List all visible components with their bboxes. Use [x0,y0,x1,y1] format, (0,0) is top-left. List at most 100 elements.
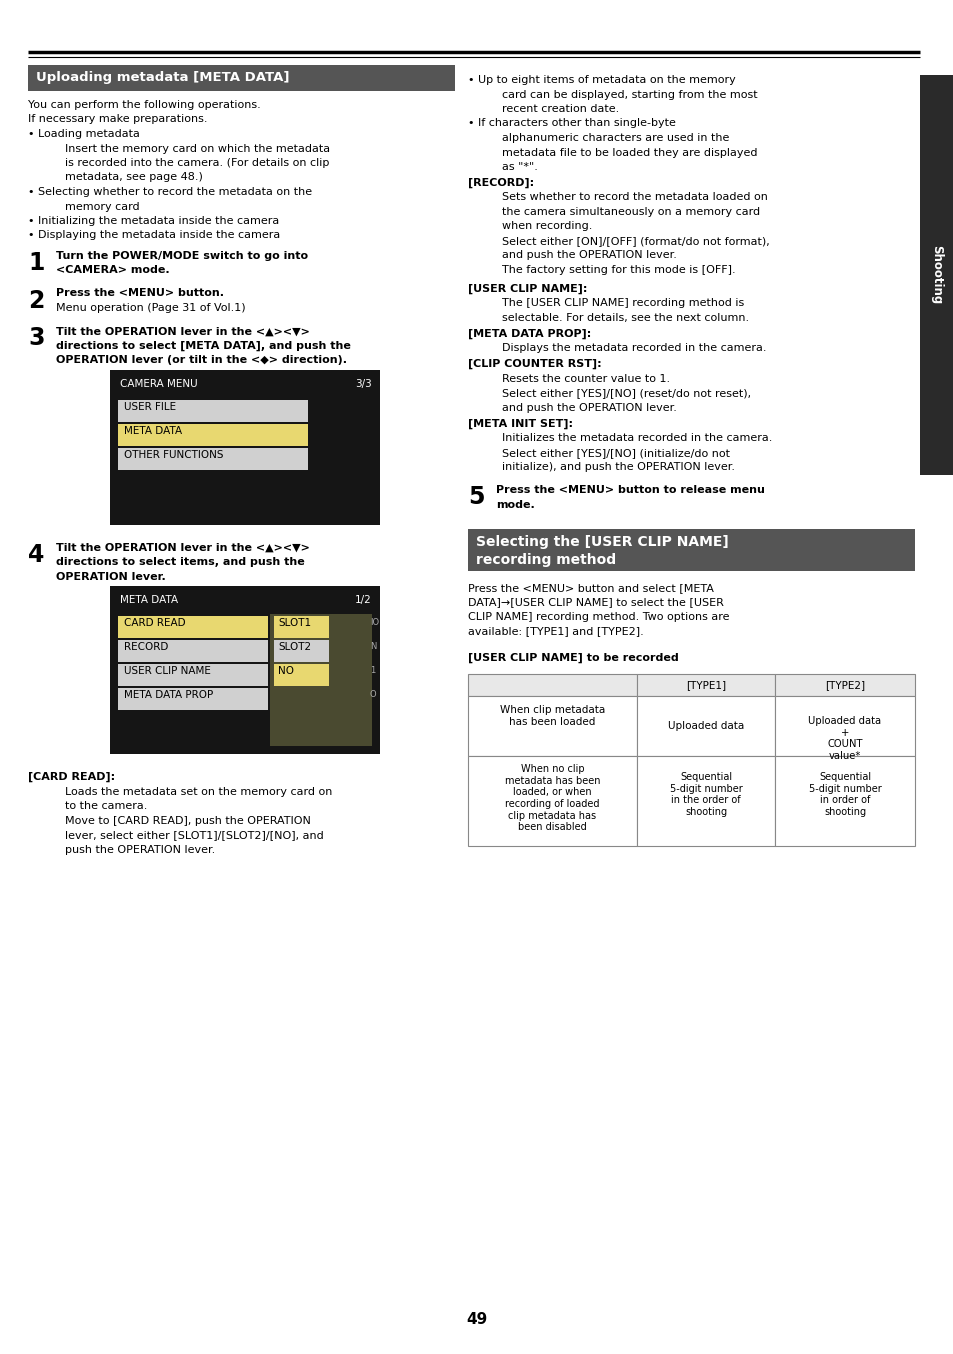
Text: [USER CLIP NAME] to be recorded: [USER CLIP NAME] to be recorded [468,653,678,662]
Text: Loads the metadata set on the memory card on: Loads the metadata set on the memory car… [65,787,332,796]
Text: Select either [ON]/[OFF] (format/do not format),: Select either [ON]/[OFF] (format/do not … [501,236,769,246]
Text: is recorded into the camera. (For details on clip: is recorded into the camera. (For detail… [65,158,329,168]
Text: CAMERA MENU: CAMERA MENU [120,379,197,389]
Text: OTHER FUNCTIONS: OTHER FUNCTIONS [124,450,223,460]
Bar [468,696,637,756]
Text: [USER CLIP NAME]:: [USER CLIP NAME]: [468,284,587,294]
Bar [118,688,268,711]
Text: selectable. For details, see the next column.: selectable. For details, see the next co… [501,313,748,322]
Bar [270,615,372,746]
Text: Move to [CARD READ], push the OPERATION: Move to [CARD READ], push the OPERATION [65,815,311,826]
Text: Press the <MENU> button and select [META: Press the <MENU> button and select [META [468,582,713,593]
Text: [TYPE2]: [TYPE2] [824,680,864,691]
Text: META DATA PROP: META DATA PROP [124,691,213,700]
Bar [118,424,308,445]
Text: META DATA: META DATA [124,425,182,436]
Bar [637,674,774,696]
Bar [118,616,268,638]
Text: recording method: recording method [476,552,616,567]
Bar [637,696,774,756]
Bar [110,370,379,525]
Text: as "*".: as "*". [501,162,537,172]
Text: Tilt the OPERATION lever in the <▲><▼>: Tilt the OPERATION lever in the <▲><▼> [56,543,310,552]
Text: metadata, see page 48.): metadata, see page 48.) [65,172,203,183]
Text: [TYPE1]: [TYPE1] [685,680,725,691]
Text: alphanumeric characters are used in the: alphanumeric characters are used in the [501,133,729,144]
Text: 4: 4 [28,543,45,567]
Text: Select either [YES]/[NO] (initialize/do not: Select either [YES]/[NO] (initialize/do … [501,448,729,458]
Text: Initializes the metadata recorded in the camera.: Initializes the metadata recorded in the… [501,433,772,443]
Bar [274,665,329,686]
Text: The factory setting for this mode is [OFF].: The factory setting for this mode is [OF… [501,265,735,275]
Text: You can perform the following operations.: You can perform the following operations… [28,100,260,110]
Text: lever, select either [SLOT1]/[SLOT2]/[NO], and: lever, select either [SLOT1]/[SLOT2]/[NO… [65,830,323,841]
Text: recent creation date.: recent creation date. [501,104,618,114]
Bar [274,616,329,638]
Text: 49: 49 [466,1312,487,1327]
Text: 3: 3 [28,326,45,351]
Text: 2: 2 [28,288,45,313]
Text: 3/3: 3/3 [355,379,372,389]
Text: available: [TYPE1] and [TYPE2].: available: [TYPE1] and [TYPE2]. [468,627,643,636]
Text: mode.: mode. [496,500,535,510]
Text: Insert the memory card on which the metadata: Insert the memory card on which the meta… [65,144,330,153]
Text: Uploading metadata [META DATA]: Uploading metadata [META DATA] [36,72,289,84]
Text: push the OPERATION lever.: push the OPERATION lever. [65,845,215,854]
Text: SLOT2: SLOT2 [277,642,311,653]
Bar [274,640,329,662]
Text: to the camera.: to the camera. [65,802,147,811]
Text: memory card: memory card [65,202,139,211]
Text: 1: 1 [28,250,45,275]
Text: Selecting the [USER CLIP NAME]: Selecting the [USER CLIP NAME] [476,535,728,548]
Text: When clip metadata
has been loaded: When clip metadata has been loaded [499,705,604,727]
Bar [28,65,455,91]
Text: RECORD: RECORD [124,642,168,653]
Bar [774,756,914,846]
Text: Displays the metadata recorded in the camera.: Displays the metadata recorded in the ca… [501,344,765,353]
Text: directions to select [META DATA], and push the: directions to select [META DATA], and pu… [56,341,351,351]
Text: Tilt the OPERATION lever in the <▲><▼>: Tilt the OPERATION lever in the <▲><▼> [56,326,310,336]
Text: USER FILE: USER FILE [124,402,176,412]
Text: META DATA: META DATA [120,596,178,605]
Text: The [USER CLIP NAME] recording method is: The [USER CLIP NAME] recording method is [501,298,743,309]
Text: Uploaded data: Uploaded data [667,722,743,731]
Bar [468,529,914,571]
Text: CLIP NAME] recording method. Two options are: CLIP NAME] recording method. Two options… [468,612,729,621]
Text: If necessary make preparations.: If necessary make preparations. [28,115,208,125]
Text: and push the OPERATION lever.: and push the OPERATION lever. [501,250,677,260]
Text: N: N [370,642,376,651]
Bar [110,586,379,754]
Text: DATA]→[USER CLIP NAME] to select the [USER: DATA]→[USER CLIP NAME] to select the [US… [468,597,723,608]
Text: [CARD READ]:: [CARD READ]: [28,772,115,783]
Text: Press the <MENU> button to release menu: Press the <MENU> button to release menu [496,485,764,496]
Text: Sequential
5-digit number
in order of
shooting: Sequential 5-digit number in order of sh… [808,772,881,816]
Text: O: O [370,691,376,699]
Text: initialize), and push the OPERATION lever.: initialize), and push the OPERATION leve… [501,462,734,473]
Text: [CLIP COUNTER RST]:: [CLIP COUNTER RST]: [468,359,601,370]
Text: when recording.: when recording. [501,222,592,232]
Text: Turn the POWER/MODE switch to go into: Turn the POWER/MODE switch to go into [56,250,308,261]
Text: • Selecting whether to record the metadata on the: • Selecting whether to record the metada… [28,187,312,196]
Text: Select either [YES]/[NO] (reset/do not reset),: Select either [YES]/[NO] (reset/do not r… [501,389,750,398]
Bar [774,696,914,756]
Text: directions to select items, and push the: directions to select items, and push the [56,558,304,567]
Text: OPERATION lever.: OPERATION lever. [56,571,166,582]
Bar [118,448,308,470]
Text: card can be displayed, starting from the most: card can be displayed, starting from the… [501,89,757,99]
Text: • Loading metadata: • Loading metadata [28,129,140,139]
Bar [118,665,268,686]
Text: Sequential
5-digit number
in the order of
shooting: Sequential 5-digit number in the order o… [669,772,741,816]
Bar [468,674,637,696]
Text: the camera simultaneously on a memory card: the camera simultaneously on a memory ca… [501,207,760,217]
Text: 1/2: 1/2 [355,596,372,605]
Bar [118,640,268,662]
Text: • Up to eight items of metadata on the memory: • Up to eight items of metadata on the m… [468,74,735,85]
Bar [118,399,308,421]
Text: Uploaded data
+
COUNT
value*: Uploaded data + COUNT value* [807,716,881,761]
Text: [META INIT SET]:: [META INIT SET]: [468,418,573,429]
Text: • Initializing the metadata inside the camera: • Initializing the metadata inside the c… [28,217,279,226]
Text: Press the <MENU> button.: Press the <MENU> button. [56,288,224,298]
Bar [637,756,774,846]
Text: Menu operation (Page 31 of Vol.1): Menu operation (Page 31 of Vol.1) [56,303,245,313]
Text: and push the OPERATION lever.: and push the OPERATION lever. [501,402,677,413]
